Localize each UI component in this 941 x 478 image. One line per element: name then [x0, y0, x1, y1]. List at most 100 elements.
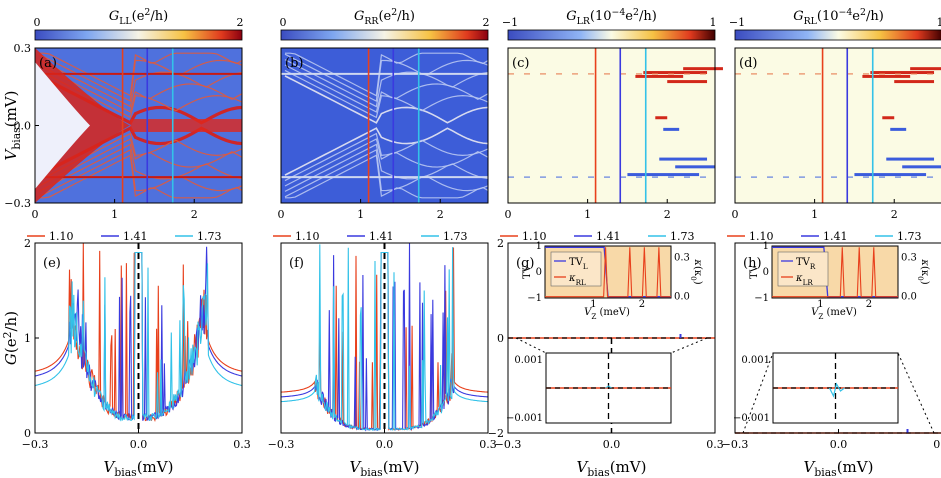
heatmap-band [284, 64, 489, 113]
heatmap-panel-a: 0 2 GLL(e2/h) (a) 0 1 2 −0.3 0.0 0.3 Vbias(mV) [2, 7, 244, 221]
inset-ytick-right: 0.3 [674, 253, 690, 264]
panel-label: (a) [39, 56, 57, 71]
colorbar-max: 1 [937, 16, 941, 29]
xtick-label: 2 [191, 208, 198, 221]
positive-streak [882, 116, 895, 120]
heatmap-band [38, 59, 243, 108]
legend-tv: TVR [796, 257, 816, 271]
heatmap-band [38, 143, 243, 192]
ytick-label: 0.3 [14, 42, 32, 55]
xtick-label: 0.0 [376, 438, 394, 451]
xtick-label: −0.3 [722, 438, 749, 451]
series-line-1.73 [281, 244, 488, 431]
ytick-label: −2 [488, 427, 504, 440]
heatmap-title-c: GLR(10−4e2/h) [566, 7, 657, 27]
positive-streak [683, 67, 723, 71]
inset-ytick-right: 0.0 [674, 292, 690, 303]
negative-streak [886, 157, 935, 161]
legend-label: 1.10 [49, 230, 74, 243]
ytick-label: 0 [497, 332, 504, 345]
heatmap-band [284, 53, 489, 103]
colorbar-max: 1 [710, 16, 717, 29]
ytick-label: 2 [497, 237, 504, 250]
heatmap-band [284, 127, 489, 176]
zoom-ytick: −0.001 [733, 413, 770, 424]
xtick-label: 0.3 [479, 438, 497, 451]
inset-ylabel-left: TV [522, 264, 533, 279]
xtick-label: 0.0 [830, 438, 848, 451]
xtick-label: 2 [664, 208, 671, 221]
heatmap-bg [281, 48, 488, 203]
inset-ytick-left: 1 [763, 241, 769, 252]
heatmap-band [38, 52, 243, 97]
inset-xtick: 2 [866, 299, 872, 310]
xtick-label: −0.3 [22, 438, 49, 451]
panel-label: (c) [512, 56, 529, 71]
line-panel-h: 1.10 1.41 1.73 TVR κLR 1 0 −1 TV 0.3 0.0 κ(κ0) 1 2 VZ … [722, 230, 941, 478]
xtick-label: −0.3 [495, 438, 522, 451]
ytick-label: 0 [24, 427, 31, 440]
heatmap-title-b: GRR(e2/h) [354, 7, 415, 27]
xtick-label: 0.0 [130, 438, 148, 451]
panel-label: (h) [743, 256, 762, 271]
positive-streak [862, 74, 911, 78]
legend-label: 1.10 [295, 230, 320, 243]
legend-label: 1.41 [596, 230, 621, 243]
inset-topological-visibility: TVR κLR 1 0 −1 TV 0.3 0.0 κ(κ0) 1 2 VZ (meV) [749, 241, 930, 321]
positive-streak [870, 71, 935, 75]
heatmap-panel-d: −1 1 GRL(10−4e2/h) (d) 0 1 2 [729, 7, 941, 221]
panel-label: (d) [739, 56, 757, 71]
panel-label: (b) [285, 56, 303, 71]
axes-frame [734, 47, 941, 204]
colorbar-min: 0 [280, 16, 287, 29]
negative-streak [627, 173, 700, 177]
inset-ylabel-right: κ(κ0) [689, 258, 703, 284]
heatmap-band [284, 132, 489, 182]
xlabel: Vbias(mV) [804, 458, 874, 478]
xtick-label: 1 [584, 208, 591, 221]
inset-xlabel: VZ (meV) [811, 307, 857, 321]
xtick-label: 2 [437, 208, 444, 221]
colorbar-b [280, 29, 489, 41]
negative-streak [854, 173, 927, 177]
line-panel-g: 1.10 1.41 1.73 2 0 −2 TVL κRL 1 0 −1 TV 0.3 0.0 κ(κ0) 1… [488, 230, 724, 478]
inset-ytick-left: −1 [527, 293, 542, 304]
positive-streak [667, 80, 708, 84]
heatmap-title-d: GRL(10−4e2/h) [793, 7, 884, 27]
legend-label: 1.73 [197, 230, 222, 243]
inset-ylabel-right: κ(κ0) [916, 258, 930, 284]
xtick-label: 0 [32, 208, 39, 221]
ytick-label: −0.3 [4, 197, 31, 210]
xtick-label: 1 [811, 208, 818, 221]
dashed-zoom-lines [897, 352, 935, 434]
legend-label: 1.10 [522, 230, 547, 243]
kappa-curve [772, 247, 898, 298]
heatmap-panel-c: −1 1 GLR(10−4e2/h) (c) 0 1 2 [502, 7, 723, 221]
heatmap-band [284, 154, 489, 199]
dashed-zoom-lines [742, 352, 774, 434]
heatmap-band [284, 69, 489, 119]
legend-kappa: κRL [568, 273, 586, 287]
negative-streak [663, 127, 680, 131]
zoom-ytick: 0.001 [514, 355, 543, 366]
xtick-label: 0.3 [706, 438, 724, 451]
heatmap-lobe-core [35, 62, 90, 189]
panel-label: (g) [516, 256, 534, 271]
positive-streak [635, 74, 684, 78]
xtick-label: −0.3 [268, 438, 295, 451]
zoom-ytick: 0.001 [741, 355, 770, 366]
inset-xtick: 2 [639, 299, 645, 310]
kappa-curve [545, 247, 671, 298]
inset-topological-visibility: TVL κRL 1 0 −1 TV 0.3 0.0 κ(κ0) 1 2 VZ (meV) [522, 241, 703, 321]
line-panel-e: 1.10 1.41 1.73 0 1 2 G(e2/h) (e) −0.3 0.0 0.3 Vbias… [1, 230, 251, 478]
series-line-1.73 [34, 251, 243, 422]
inset-xtick: 1 [817, 299, 823, 310]
dashed-zoom-lines [670, 337, 708, 354]
inset-xtick: 1 [590, 299, 596, 310]
heatmap-band [284, 143, 489, 192]
heatmap-band [284, 138, 489, 187]
ylabel: G(e2/h) [1, 311, 20, 365]
inset-xlabel: VZ (meV) [584, 307, 630, 321]
heatmap-band [38, 154, 243, 199]
negative-streak [675, 165, 715, 169]
